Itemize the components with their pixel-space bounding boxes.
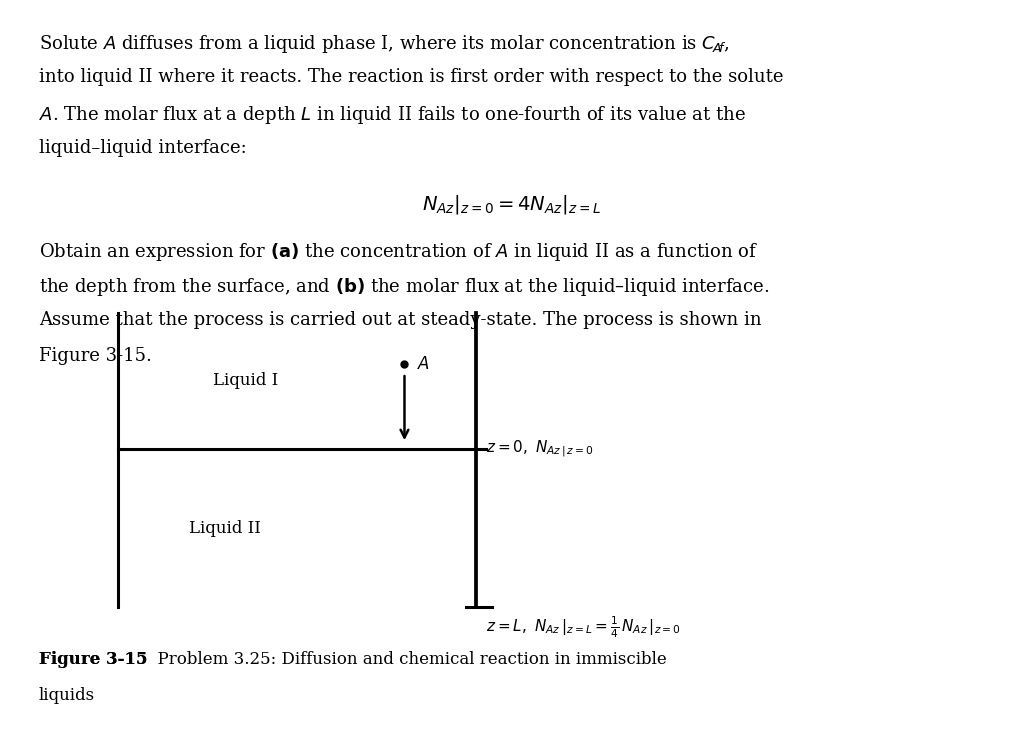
Text: liquids: liquids [39, 687, 95, 704]
Text: Figure 3-15: Figure 3-15 [39, 651, 147, 668]
Text: liquid–liquid interface:: liquid–liquid interface: [39, 139, 247, 157]
Text: Figure 3-15: Figure 3-15 [39, 651, 147, 668]
Text: Assume that the process is carried out at steady-state. The process is shown in: Assume that the process is carried out a… [39, 311, 762, 329]
Text: into liquid II where it reacts. The reaction is first order with respect to the : into liquid II where it reacts. The reac… [39, 68, 783, 86]
Text: $z = 0,\ N_{Az\,|\,z=0}$: $z = 0,\ N_{Az\,|\,z=0}$ [486, 439, 594, 459]
Text: $N_{Az}|_{z=0} = 4N_{Az}|_{z=L}$: $N_{Az}|_{z=0} = 4N_{Az}|_{z=L}$ [423, 193, 601, 216]
Text: Obtain an expression for $\mathbf{(a)}$ the concentration of $\mathit{A}$ in liq: Obtain an expression for $\mathbf{(a)}$ … [39, 241, 758, 263]
Text: the depth from the surface, and $\mathbf{(b)}$ the molar flux at the liquid–liqu: the depth from the surface, and $\mathbf… [39, 276, 769, 298]
Text: Solute $\mathit{A}$ diffuses from a liquid phase I, where its molar concentratio: Solute $\mathit{A}$ diffuses from a liqu… [39, 33, 730, 55]
Text: $A$: $A$ [417, 355, 430, 373]
Text: Liquid I: Liquid I [213, 372, 279, 389]
Text: $\mathit{A}$. The molar flux at a depth $\mathit{L}$ in liquid II fails to one-f: $\mathit{A}$. The molar flux at a depth … [39, 104, 746, 126]
Text: Figure 3-15  Problem 3.25: Diffusion and chemical reaction in immiscible: Figure 3-15 Problem 3.25: Diffusion and … [39, 651, 657, 668]
Text: $z = L,\ N_{Az}\,|_{z=L} = \frac{1}{4}\,N_{Az}\,|_{z=0}$: $z = L,\ N_{Az}\,|_{z=L} = \frac{1}{4}\,… [486, 615, 681, 640]
Text: Problem 3.25: Diffusion and chemical reaction in immiscible: Problem 3.25: Diffusion and chemical rea… [147, 651, 668, 668]
Text: Liquid II: Liquid II [189, 520, 261, 537]
Text: Figure 3-15.: Figure 3-15. [39, 347, 152, 364]
